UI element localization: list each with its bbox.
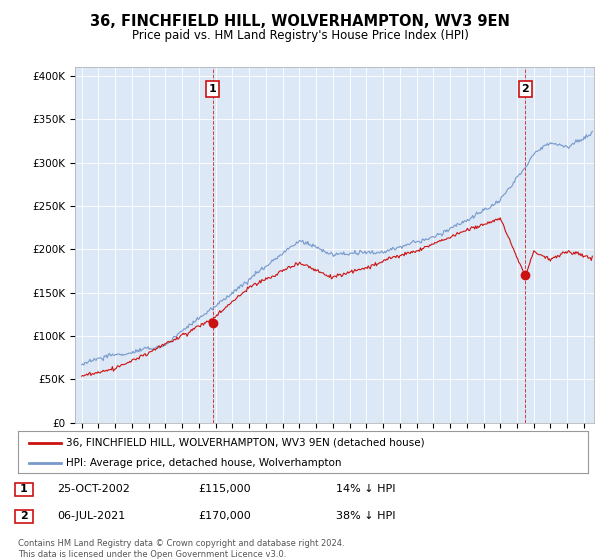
Text: 14% ↓ HPI: 14% ↓ HPI <box>336 484 395 494</box>
Text: £115,000: £115,000 <box>198 484 251 494</box>
Text: Price paid vs. HM Land Registry's House Price Index (HPI): Price paid vs. HM Land Registry's House … <box>131 29 469 42</box>
Text: 2: 2 <box>521 84 529 94</box>
Text: 25-OCT-2002: 25-OCT-2002 <box>57 484 130 494</box>
Text: 06-JUL-2021: 06-JUL-2021 <box>57 511 125 521</box>
Text: 2: 2 <box>20 511 28 521</box>
Text: 36, FINCHFIELD HILL, WOLVERHAMPTON, WV3 9EN: 36, FINCHFIELD HILL, WOLVERHAMPTON, WV3 … <box>90 14 510 29</box>
Text: £170,000: £170,000 <box>198 511 251 521</box>
Text: 1: 1 <box>209 84 217 94</box>
Text: 36, FINCHFIELD HILL, WOLVERHAMPTON, WV3 9EN (detached house): 36, FINCHFIELD HILL, WOLVERHAMPTON, WV3 … <box>67 437 425 447</box>
Text: 1: 1 <box>20 484 28 494</box>
Text: 38% ↓ HPI: 38% ↓ HPI <box>336 511 395 521</box>
Text: Contains HM Land Registry data © Crown copyright and database right 2024.
This d: Contains HM Land Registry data © Crown c… <box>18 539 344 559</box>
Text: HPI: Average price, detached house, Wolverhampton: HPI: Average price, detached house, Wolv… <box>67 458 342 468</box>
